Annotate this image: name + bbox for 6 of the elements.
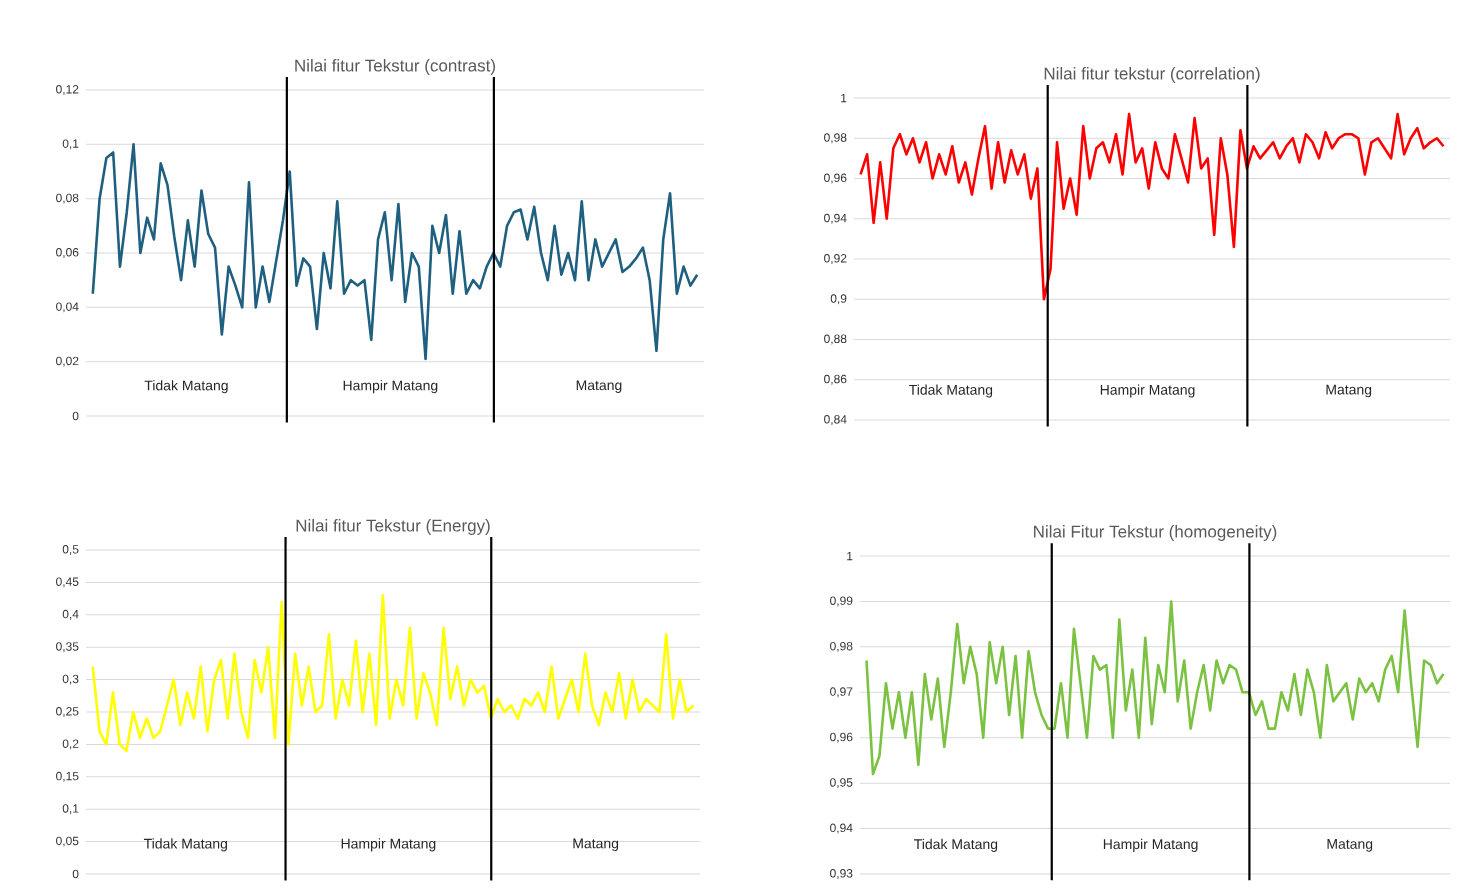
chart-title: Nilai Fitur Tekstur (homogeneity): [1034, 525, 1277, 541]
chart-title: Nilai fitur tekstur (correlation): [1044, 67, 1260, 83]
chart-title: Nilai fitur Tekstur (Energy): [296, 519, 490, 535]
line-series: [91, 594, 695, 753]
chart-title: Nilai fitur Tekstur (contrast): [295, 59, 495, 75]
line-series: [865, 600, 1445, 776]
